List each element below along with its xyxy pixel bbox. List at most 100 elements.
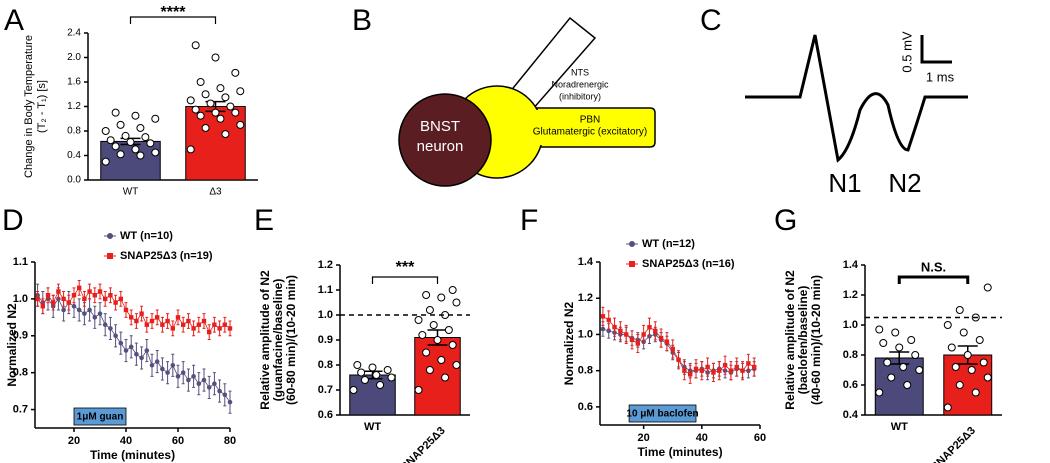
data-point [444,326,453,334]
data-point [106,136,115,145]
data-point [221,93,230,102]
data-point [212,381,217,387]
panel-label: A [4,4,24,37]
panel-label: D [2,204,24,237]
data-point [368,363,377,372]
waveform [745,34,968,163]
data-point [118,296,123,302]
data-point [433,336,442,344]
y-axis-label: (T₂ - T₁) [s] [36,80,48,133]
significance-label: N.S. [921,259,946,274]
data-point [658,335,664,341]
panel-label: B [352,4,372,37]
y-tick-label: 0.7 [318,384,333,396]
data-point [101,157,110,166]
data-point [181,322,186,327]
annotation-box [73,407,127,426]
significance-bracket [371,276,439,284]
x-axis-label: Time (minutes) [637,445,722,459]
scale-label: 0.5 mV [899,31,914,73]
data-point [186,377,191,383]
data-point [165,318,170,324]
y-tick-label: 1.1 [13,256,28,268]
data-point [687,372,693,377]
data-point [160,366,165,372]
data-point [170,326,175,331]
data-point [955,381,964,389]
legend-label: SNAP25Δ3 (n=16) [642,258,735,270]
data-point [128,344,134,350]
data-point [175,315,181,320]
data-point [212,322,217,327]
data-point [222,392,228,398]
y-tick-label: 1.2 [67,101,81,112]
data-point [441,373,450,382]
y-axis-label: Change in Body Temperature [23,35,35,178]
series-line [37,294,231,403]
data-point [629,337,635,343]
x-tick-label: SNAP25Δ3 [399,425,448,463]
data-point [211,53,220,62]
data-point [414,316,423,324]
data-point [448,286,457,294]
pbn-label: PBN [580,115,601,126]
data-point [353,361,362,369]
data-point [951,363,960,371]
data-point [71,303,77,309]
peak-label: N2 [888,168,921,198]
data-point [612,325,617,330]
data-point [113,333,118,339]
y-tick-label: 0.7 [13,403,28,415]
data-point [201,318,207,324]
data-point [705,364,710,370]
data-point [437,293,446,302]
y-tick-label: 0.9 [318,334,333,346]
y-axis-label: Normalized N2 [5,303,19,387]
data-point [746,361,751,366]
diagram-b: BNST neuron NTS Noradrenergic (inhibitor… [398,16,656,187]
data-point [40,304,45,309]
data-point [448,341,457,349]
data-point [899,363,908,371]
nts-label: NTS [571,67,589,77]
data-point [623,332,629,337]
y-tick-label: 1.0 [13,293,28,305]
data-point [134,318,139,324]
data-point [875,388,884,397]
data-point [191,41,200,50]
data-point [879,339,888,347]
data-point [113,300,118,305]
data-point [722,363,728,368]
data-point [751,364,757,370]
data-point [606,317,611,323]
data-point [211,108,220,117]
y-tick-label: 0.8 [67,126,81,137]
significance-bracket [129,16,217,24]
y-axis-label: (60-80 min)/(10-20 min) [284,275,298,405]
data-point [907,336,916,344]
data-point [699,368,705,373]
y-tick-label: 0.0 [67,175,81,186]
data-point [217,388,222,394]
data-point [647,325,652,330]
data-point [196,111,205,120]
data-point [418,331,427,339]
data-point [734,364,739,370]
data-point [227,399,233,405]
significance-bracket [897,275,970,284]
panel-label: G [774,204,797,237]
data-point [221,130,230,139]
data-point [196,322,201,327]
y-axis-label: Normalized N2 [562,301,576,385]
data-point [170,362,176,368]
legend-label: WT (n=10) [120,230,173,242]
data-point [151,114,160,123]
y-tick-label: 0.4 [843,409,859,421]
bnst-neuron [398,93,492,187]
x-tick-label: 20 [638,432,650,444]
data-point [670,346,675,352]
data-point [191,105,200,114]
data-point [606,328,612,334]
x-tick-label: Δ3 [209,187,222,198]
panel-label: F [520,204,538,237]
